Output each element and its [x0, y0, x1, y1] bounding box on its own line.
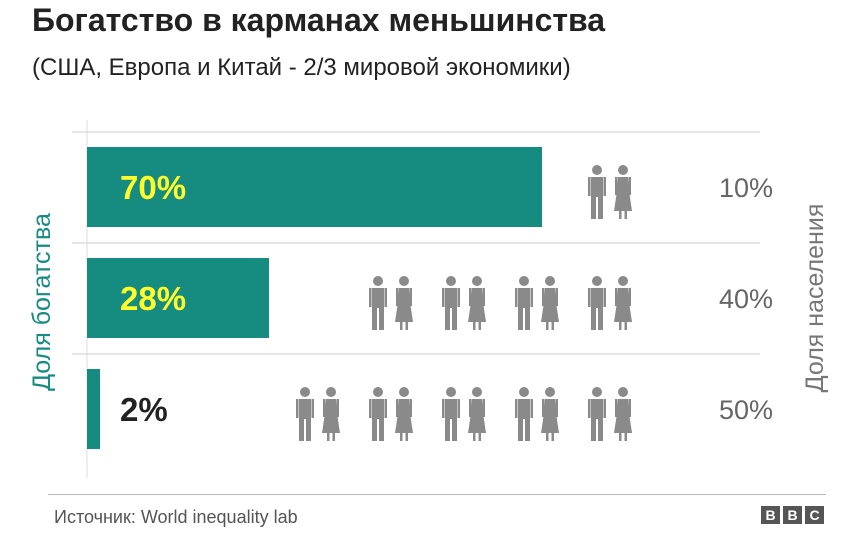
footer-divider — [48, 494, 826, 495]
chart-title: Богатство в карманах меньшинства — [32, 2, 606, 38]
people-icons — [296, 165, 632, 441]
wealth-value-label: 28% — [120, 280, 186, 317]
person-pair-icon — [442, 387, 486, 441]
people-group — [588, 165, 632, 219]
value-labels: 70% 10% 28% 40% 2% 50% — [120, 169, 773, 428]
wealth-chart: 70% 10% 28% 40% 2% 50% Доля богатства Доля на… — [28, 120, 829, 478]
wealth-bar — [87, 369, 100, 449]
bbc-logo-block: B — [761, 506, 780, 524]
person-pair-icon — [515, 276, 559, 330]
bbc-logo-block: C — [805, 506, 824, 524]
y-axis-label-left: Доля богатства — [28, 213, 56, 391]
population-value-label: 40% — [719, 284, 773, 314]
person-pair-icon — [296, 387, 340, 441]
wealth-bars — [87, 147, 542, 449]
wealth-bar — [87, 147, 542, 227]
population-value-label: 50% — [719, 395, 773, 425]
person-pair-icon — [515, 387, 559, 441]
bbc-logo: B B C — [761, 506, 824, 524]
person-pair-icon — [442, 276, 486, 330]
person-pair-icon — [369, 276, 413, 330]
people-group — [296, 387, 632, 441]
source-note: Источник: World inequality lab — [54, 507, 298, 527]
bbc-logo-block: B — [783, 506, 802, 524]
y-axis-label-right: Доля населения — [801, 204, 829, 393]
person-pair-icon — [588, 387, 632, 441]
people-group — [369, 276, 632, 330]
person-pair-icon — [588, 165, 632, 219]
person-pair-icon — [588, 276, 632, 330]
wealth-value-label: 2% — [120, 391, 168, 428]
population-value-label: 10% — [719, 173, 773, 203]
person-pair-icon — [369, 387, 413, 441]
wealth-value-label: 70% — [120, 169, 186, 206]
wealth-bar — [87, 258, 269, 338]
chart-subtitle: (США, Европа и Китай - 2/3 мировой эконо… — [32, 54, 571, 81]
